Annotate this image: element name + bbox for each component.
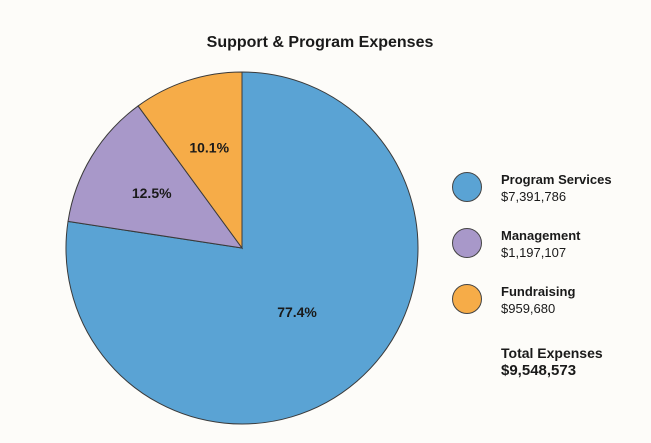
pie-slices	[65, 71, 419, 425]
legend-value-fundraising: $959,680	[501, 301, 556, 316]
pie-label-program-services: 77.4%	[277, 304, 317, 320]
pie-slice-fundraising	[137, 71, 243, 250]
legend-label-management: Management	[501, 228, 581, 243]
legend-swatch-program-services	[452, 172, 482, 202]
legend-label-program-services: Program Services	[501, 172, 612, 187]
legend-item-program-services: Program Services $7,391,786	[452, 170, 647, 226]
legend-item-management: Management $1,197,107	[452, 226, 647, 282]
legend-label-fundraising: Fundraising	[501, 284, 576, 299]
legend-swatch-management	[452, 228, 482, 258]
legend-value-program-services: $7,391,786	[501, 189, 567, 204]
pie-slice-labels: 77.4% 12.5% 10.1%	[132, 140, 318, 320]
legend: Program Services $7,391,786 Management $…	[452, 170, 647, 338]
pie-slice-management	[67, 105, 244, 249]
legend-swatch-fundraising	[452, 284, 482, 314]
chart-title: Support & Program Expenses	[206, 34, 434, 51]
pie-label-fundraising: 10.1%	[189, 140, 229, 156]
total-expenses: Total Expenses $9,548,573	[501, 344, 603, 380]
total-expenses-label: Total Expenses	[501, 345, 603, 361]
legend-value-management: $1,197,107	[501, 245, 567, 260]
pie-label-management: 12.5%	[132, 185, 172, 201]
total-expenses-value: $9,548,573	[501, 362, 577, 379]
legend-item-fundraising: Fundraising $959,680	[452, 282, 647, 338]
